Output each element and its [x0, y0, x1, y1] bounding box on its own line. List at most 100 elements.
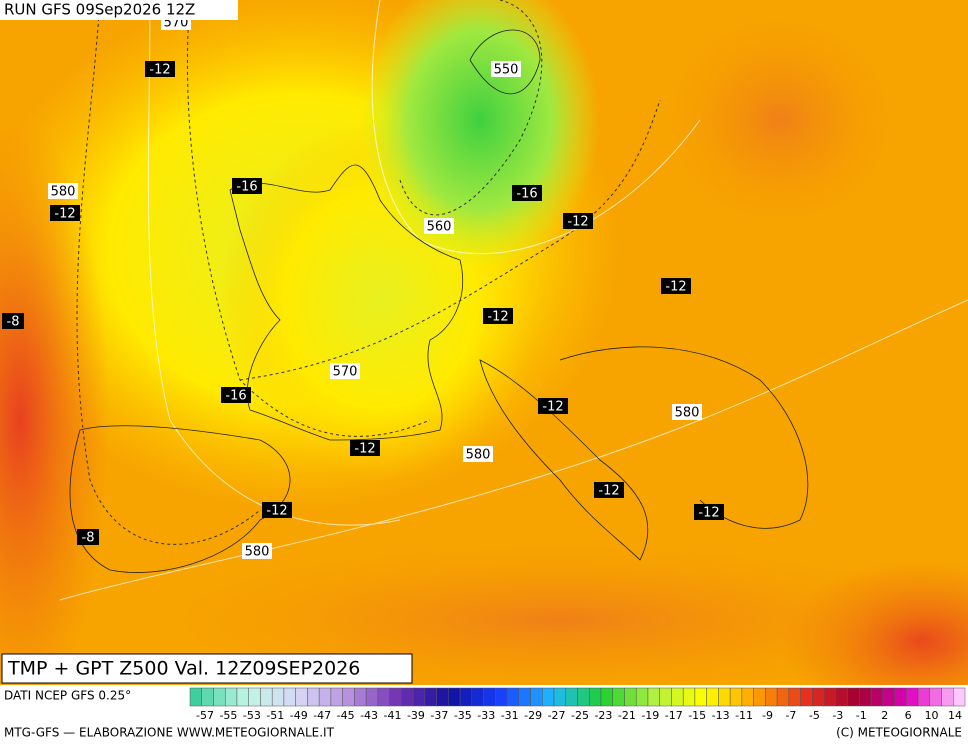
colorbar-label: -3: [832, 709, 843, 722]
temperature-label: -12: [542, 400, 563, 415]
label-box: [350, 440, 380, 456]
colorbar-cell: [870, 687, 884, 707]
colorbar-cell: [542, 687, 555, 707]
colorbar-cell: [201, 687, 214, 707]
colorbar-cell: [624, 687, 637, 707]
colorbar-label: -47: [313, 709, 331, 722]
map-title: TMP + GPT Z500 Val. 12Z09SEP2026: [7, 658, 360, 680]
footer-left: MTG-GFS — ELABORAZIONE WWW.METEOGIORNALE…: [4, 726, 335, 740]
height-line: [59, 299, 968, 601]
colorbar-label: -51: [266, 709, 284, 722]
colorbar-cell: [436, 687, 449, 707]
colorbar-cell: [377, 687, 390, 707]
label-box: [50, 205, 80, 221]
colorbar-cell: [776, 687, 790, 707]
colorbar-cell: [823, 687, 837, 707]
temperature-label: -12: [698, 506, 719, 521]
colorbar-label: 14: [948, 709, 962, 722]
colorbar-cell: [753, 687, 766, 707]
colorbar-cell: [953, 687, 966, 707]
colorbar-cell: [307, 687, 320, 707]
colorbar-label: -1: [856, 709, 867, 722]
colorbar-label: -13: [712, 709, 730, 722]
height-label: 580: [466, 448, 491, 463]
colorbar-label: 2: [881, 709, 888, 722]
contours: [76, 0, 661, 545]
colorbar-cell: [401, 687, 414, 707]
colorbar-cell: [342, 687, 355, 707]
colorbar-cell: [495, 687, 508, 707]
title-box: [1, 653, 413, 684]
colorbar-cell: [553, 687, 567, 707]
colorbar-cell: [424, 687, 437, 707]
label-box: [661, 278, 691, 294]
temperature-label: -12: [487, 310, 508, 325]
temperature-label: -8: [7, 315, 20, 330]
colorbar-cell: [530, 687, 543, 707]
coastlines: [69, 29, 809, 573]
label-box: [424, 218, 454, 234]
colorbar-label: -53: [243, 709, 261, 722]
colorbar-cell: [459, 687, 473, 707]
height-label: 580: [675, 406, 700, 421]
label-box: [330, 363, 360, 379]
height-line: [147, 0, 401, 526]
temperature-label: -12: [665, 280, 686, 295]
colorbar-cell: [941, 687, 954, 707]
colorbar-cell: [330, 687, 343, 707]
colorbar-cell: [588, 687, 602, 707]
temperature-label: -12: [598, 484, 619, 499]
colorbar-label: -7: [785, 709, 796, 722]
height-label: 560: [427, 220, 452, 235]
label-box: [538, 398, 568, 414]
coastline: [559, 346, 809, 529]
label-box: [77, 529, 99, 545]
run-box: [0, 0, 238, 20]
colorbar-cell: [659, 687, 672, 707]
colorbar-cell: [671, 687, 684, 707]
contour: [76, 0, 261, 545]
colorbar-label: -57: [196, 709, 214, 722]
height-label: 580: [245, 545, 270, 560]
colorbar-cell: [565, 687, 578, 707]
colorbar-cell: [882, 687, 895, 707]
label-box: [463, 446, 493, 462]
colorbar-cell: [835, 687, 848, 707]
colorbar-cell: [788, 687, 801, 707]
colorbar-cell: [600, 687, 613, 707]
height-label: 570: [333, 365, 358, 380]
colorbar-cell: [260, 687, 273, 707]
temperature-label: -12: [567, 215, 588, 230]
contour: [186, 0, 431, 437]
colorbar-cell: [706, 687, 719, 707]
temperature-label: -12: [354, 442, 375, 457]
colorbar-label: -35: [454, 709, 472, 722]
colorbar-cell: [248, 687, 261, 707]
temperature-label: -8: [82, 531, 95, 546]
colorbar-label: -5: [809, 709, 820, 722]
colorbar-cell: [682, 687, 696, 707]
height-label: 550: [494, 63, 519, 78]
colorbar-cell: [718, 687, 731, 707]
colorbar-cell: [518, 687, 531, 707]
colorbar-cell: [483, 687, 496, 707]
colorbar-label: -15: [688, 709, 706, 722]
colorbar-cell: [812, 687, 825, 707]
contour: [239, 99, 661, 381]
colorbar-label: -11: [735, 709, 753, 722]
colorbar-label: -17: [665, 709, 683, 722]
colorbar-cell: [412, 687, 426, 707]
colorbar-cell: [917, 687, 931, 707]
coastline: [479, 359, 649, 561]
hot-field: [0, 120, 110, 720]
temperature-label: -16: [225, 389, 246, 404]
colorbar-label: -43: [360, 709, 378, 722]
colorbar-cell: [635, 687, 649, 707]
colorbar-cell: [354, 687, 367, 707]
colorbar-label: -49: [290, 709, 308, 722]
colorbar-cell: [213, 687, 226, 707]
colorbar-cell: [847, 687, 860, 707]
footer-right: (C) METEOGIORNALE: [836, 726, 962, 740]
